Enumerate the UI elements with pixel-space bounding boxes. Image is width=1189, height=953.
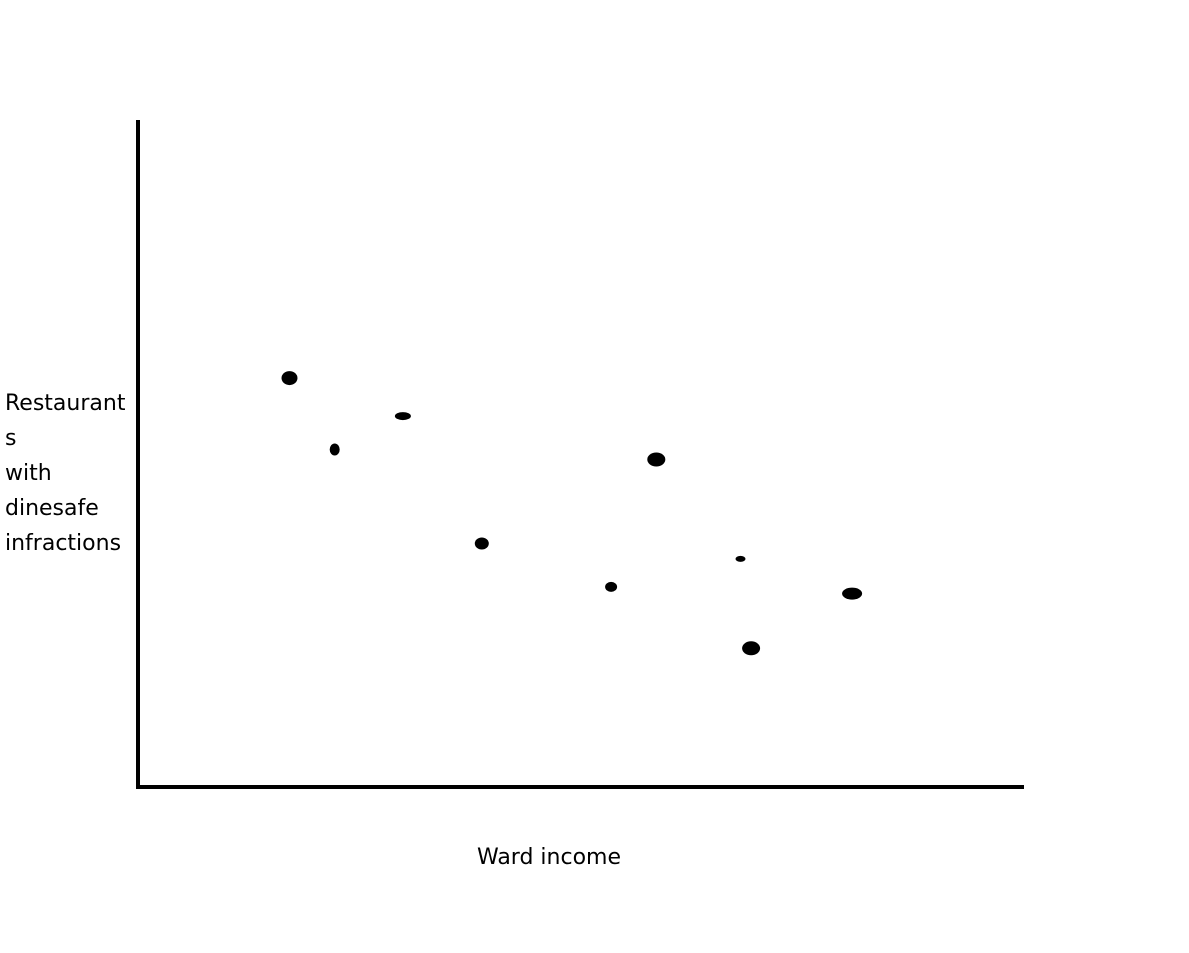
data-point (329, 443, 340, 456)
data-point (474, 537, 489, 550)
data-points (281, 371, 863, 656)
x-axis-label: Ward income (477, 845, 621, 870)
data-point (281, 371, 298, 386)
data-point (742, 641, 761, 656)
data-point (735, 555, 746, 562)
data-point (605, 581, 618, 592)
data-point (647, 452, 666, 467)
y-axis-label-line-2: s (5, 426, 16, 451)
y-axis-label-line-5: infractions (5, 531, 121, 556)
data-point (394, 412, 411, 421)
y-axis-label-line-1: Restaurant (5, 391, 126, 416)
y-axis-label-line-4: dinesafe (5, 496, 99, 521)
data-point (842, 587, 863, 600)
y-axis-label-line-3: with (5, 461, 52, 486)
